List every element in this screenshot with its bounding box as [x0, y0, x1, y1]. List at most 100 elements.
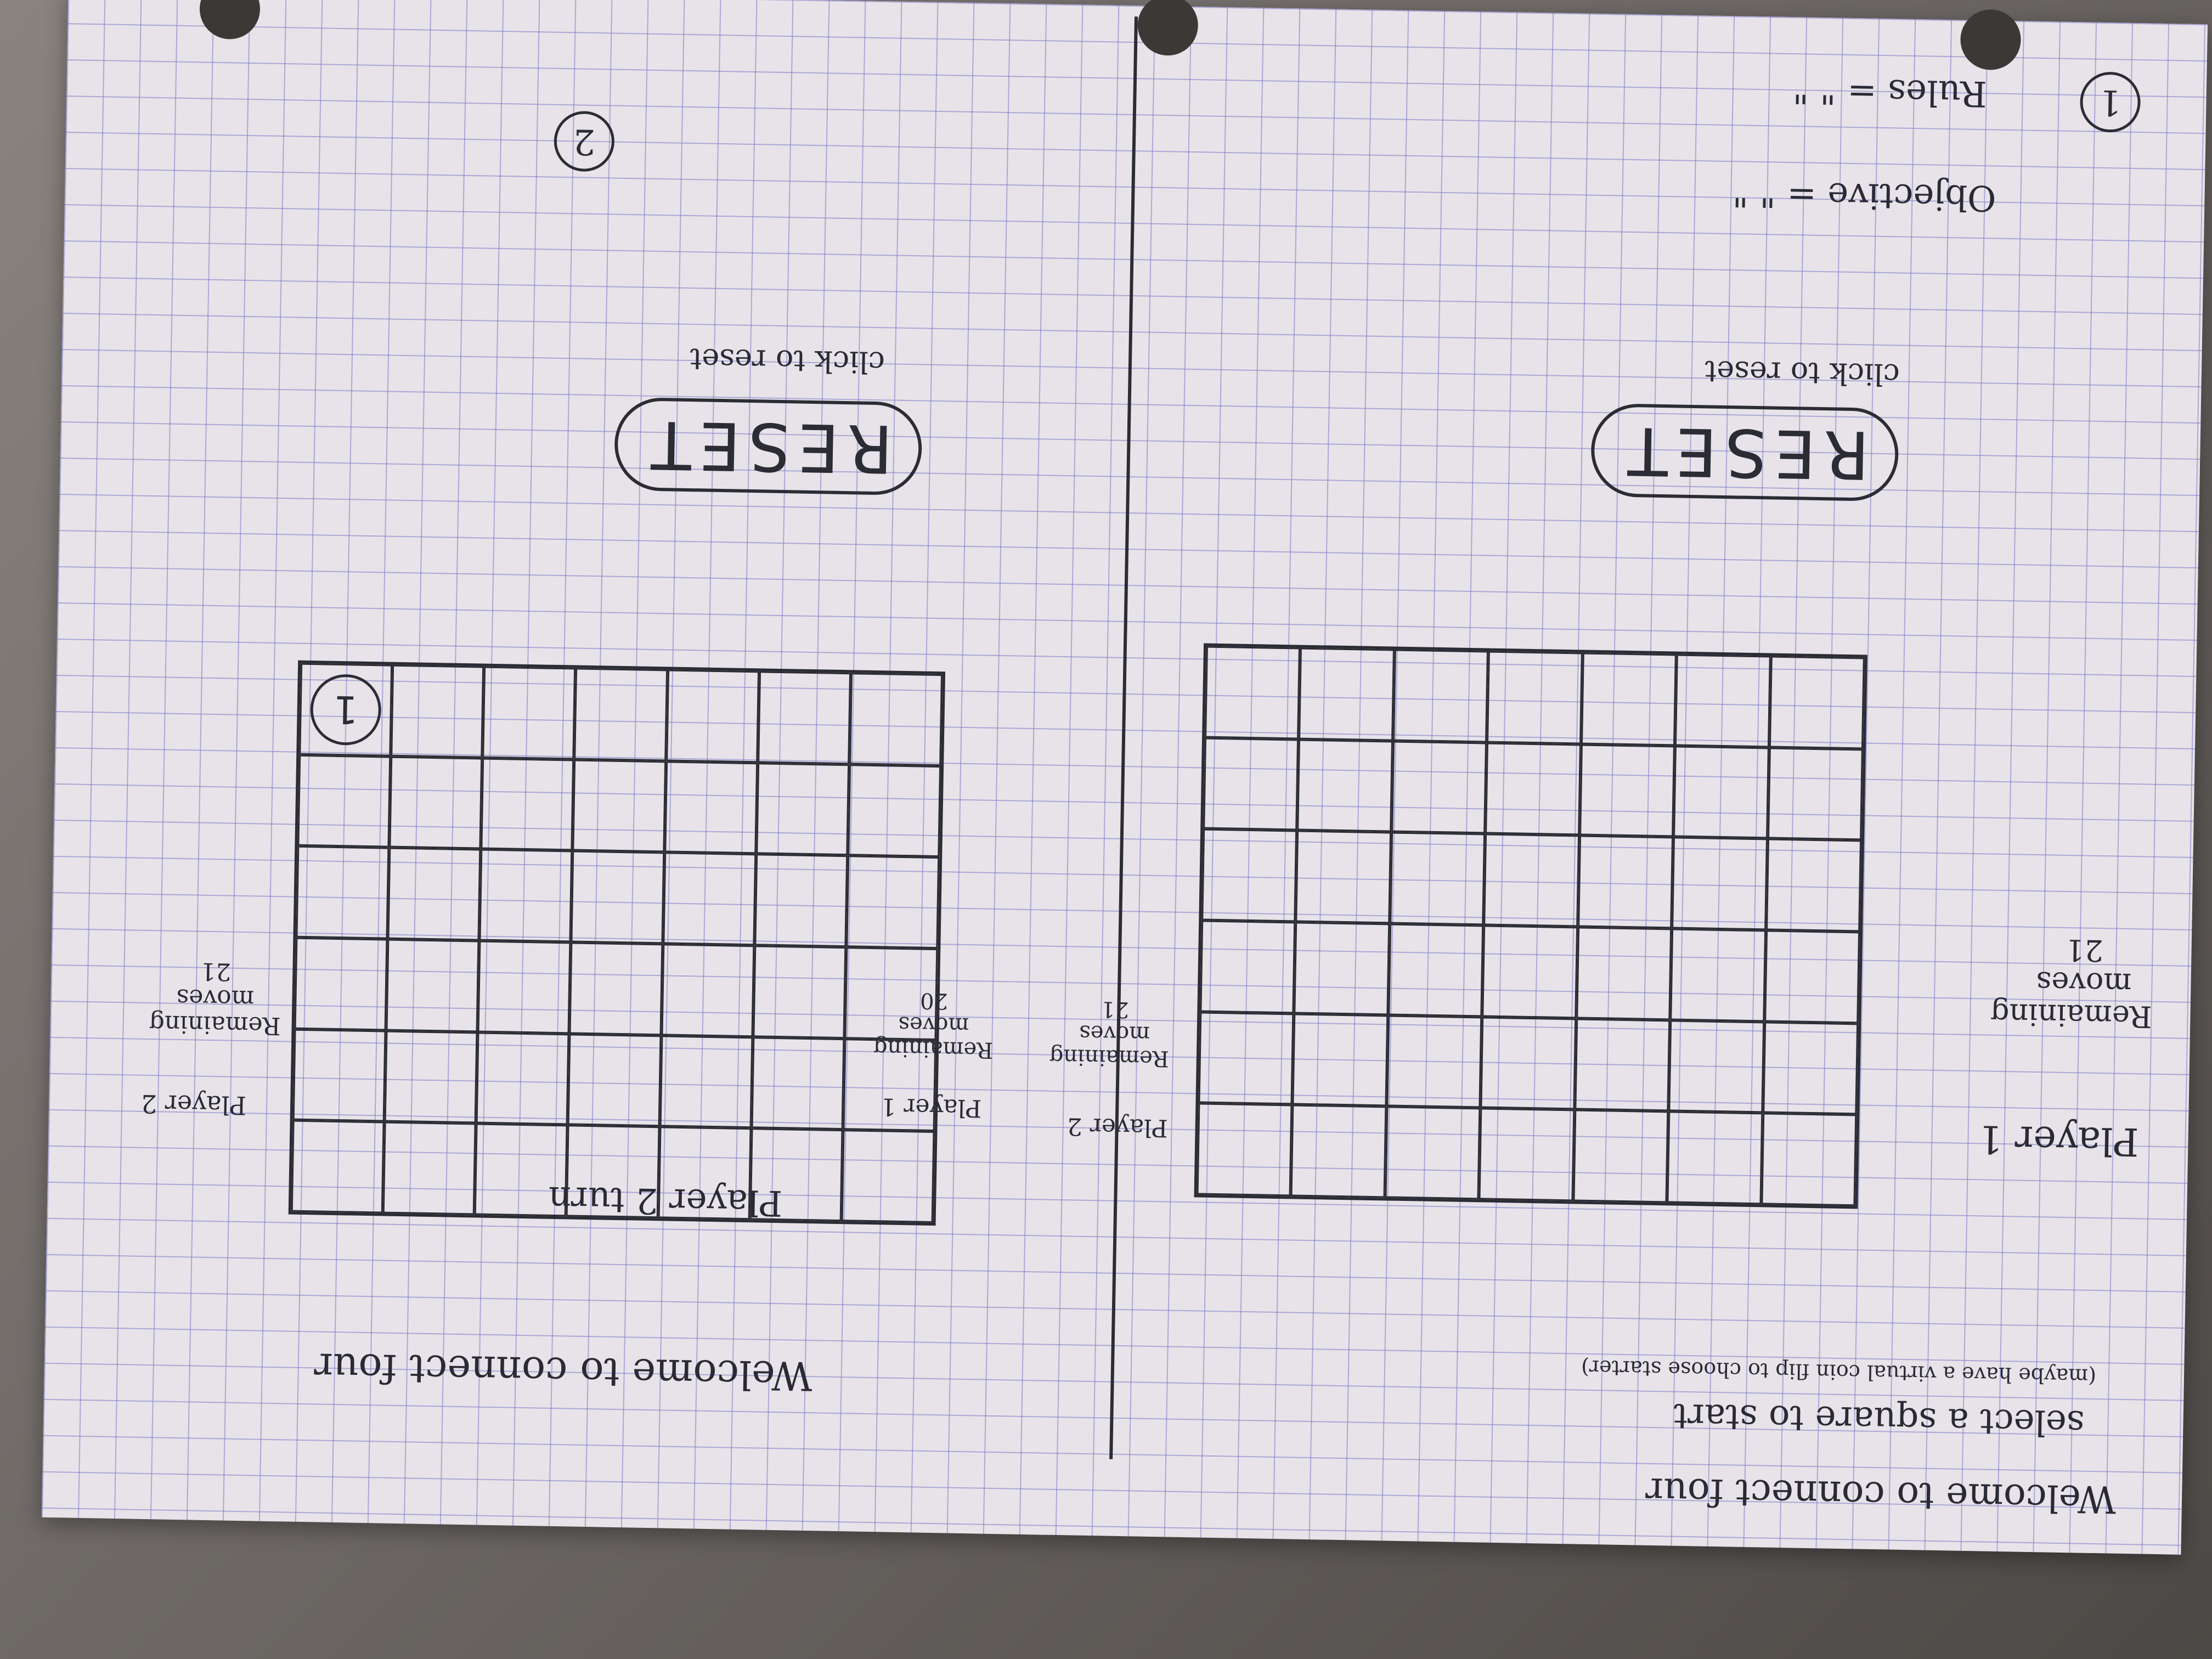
board-cell[interactable]: [1573, 1109, 1669, 1203]
board-cell[interactable]: [1390, 832, 1486, 926]
board-cell[interactable]: [391, 664, 484, 758]
board-cell[interactable]: [1479, 1108, 1575, 1201]
board-cell[interactable]: [566, 1125, 660, 1218]
board-cell[interactable]: [846, 855, 940, 949]
board-cell[interactable]: [476, 1032, 569, 1125]
board-cell[interactable]: [477, 940, 571, 1034]
board-cell[interactable]: [665, 669, 759, 763]
board-cell[interactable]: [1483, 833, 1579, 927]
board-cell[interactable]: [1385, 1106, 1481, 1200]
board-cell[interactable]: [843, 1038, 936, 1132]
board-cell[interactable]: [474, 1123, 568, 1217]
board-cell[interactable]: [382, 1121, 476, 1215]
reset-button[interactable]: RESET: [613, 397, 923, 496]
board-cell[interactable]: [292, 1029, 386, 1122]
board-cell[interactable]: [572, 759, 666, 853]
board-cell[interactable]: [571, 850, 664, 944]
board-cell[interactable]: [1581, 652, 1677, 746]
board-cell[interactable]: [661, 944, 755, 1037]
board-cell[interactable]: [664, 761, 758, 854]
page-divider-line: [1109, 16, 1138, 1459]
board-cell[interactable]: [1200, 920, 1296, 1014]
board-cell[interactable]: [1579, 744, 1675, 837]
board-cell[interactable]: [1294, 922, 1390, 1015]
board-cell[interactable]: [1392, 649, 1489, 743]
board-cell[interactable]: [749, 1128, 843, 1222]
board-cell[interactable]: [1205, 646, 1301, 740]
board-cell[interactable]: [1769, 656, 1865, 749]
board-cell[interactable]: [1198, 1012, 1294, 1105]
board-cell[interactable]: [1673, 746, 1769, 839]
board-cell[interactable]: [841, 1130, 935, 1223]
game-board-empty[interactable]: [1194, 643, 1867, 1209]
board-cell[interactable]: [387, 847, 481, 941]
board-cell[interactable]: [1762, 1022, 1859, 1115]
board-cell[interactable]: 1: [299, 663, 393, 757]
board-cell[interactable]: [1197, 1103, 1293, 1197]
board-cell[interactable]: [844, 947, 938, 1040]
coin-flip-note: (maybe have a virtual coin flip to choos…: [1581, 1355, 2097, 1389]
board-cell[interactable]: [1576, 927, 1672, 1020]
board-cell[interactable]: [757, 671, 851, 764]
board-cell[interactable]: [294, 937, 388, 1031]
board-cell[interactable]: [1292, 1013, 1389, 1107]
board-cell[interactable]: [569, 942, 663, 1035]
board-cell[interactable]: [755, 762, 849, 856]
board-cell[interactable]: [1767, 747, 1863, 840]
board-cell[interactable]: [1203, 737, 1299, 831]
board-cell[interactable]: [662, 852, 756, 946]
board-cell[interactable]: [482, 666, 576, 760]
board-cell[interactable]: [291, 1120, 385, 1214]
board-cell[interactable]: [1575, 1018, 1671, 1111]
board-cell[interactable]: [389, 756, 483, 849]
player2-remaining-moves: Remaining moves 21: [1049, 996, 1170, 1071]
board-cell[interactable]: [659, 1035, 753, 1128]
board-cell[interactable]: [1201, 828, 1297, 922]
board-cell[interactable]: [1672, 837, 1768, 930]
board-cell[interactable]: [1295, 830, 1391, 924]
board-cell[interactable]: [1765, 838, 1861, 932]
board-cell[interactable]: [1487, 651, 1583, 744]
board-cell[interactable]: [568, 1034, 662, 1127]
board-cell[interactable]: [753, 945, 847, 1039]
wireframe-screen-2: 2 Welcome to connect four Player 2 turn …: [42, 110, 2181, 1555]
step-number-badge: 2: [553, 110, 615, 172]
board-cell[interactable]: [1297, 739, 1393, 832]
board-cell[interactable]: [1577, 835, 1674, 929]
board-cell[interactable]: [1386, 1015, 1482, 1108]
board-cell[interactable]: [386, 939, 479, 1032]
board-cell[interactable]: [1667, 1111, 1763, 1205]
board-cell[interactable]: [297, 754, 391, 848]
board-cell[interactable]: [574, 668, 668, 761]
board-cell[interactable]: [1299, 647, 1395, 741]
wireframe-screen-1: 1 Welcome to connect four select a squar…: [42, 70, 2181, 1555]
player2-label: Player 2: [140, 1088, 247, 1121]
board-cell[interactable]: [1760, 1113, 1857, 1206]
board-cell[interactable]: [1290, 1104, 1387, 1198]
board-cell[interactable]: [1388, 923, 1484, 1017]
board-cell[interactable]: [296, 846, 390, 939]
board-cell[interactable]: [754, 854, 848, 947]
board-cell[interactable]: [1482, 925, 1578, 1019]
board-cell[interactable]: [849, 673, 943, 766]
board-cell[interactable]: [1485, 742, 1581, 836]
rules-text: Rules = " ": [1792, 70, 1988, 114]
welcome-heading: Welcome to connect four: [1645, 1469, 2117, 1521]
reset-button[interactable]: RESET: [1590, 403, 1899, 502]
reset-hint: click to reset: [689, 342, 885, 380]
board-cell[interactable]: [1764, 930, 1860, 1024]
board-cell[interactable]: [1668, 1020, 1764, 1113]
board-cell[interactable]: [1670, 928, 1766, 1022]
board-cell[interactable]: [479, 849, 573, 943]
board-cell[interactable]: [384, 1030, 478, 1124]
board-cell[interactable]: [1391, 741, 1487, 834]
board-cell[interactable]: [1675, 654, 1771, 748]
board-cell[interactable]: [1480, 1017, 1576, 1110]
board-cell[interactable]: [481, 758, 574, 851]
welcome-heading: Welcome to connect four: [313, 1344, 813, 1400]
game-board-in-progress[interactable]: 1: [288, 660, 946, 1226]
board-cell[interactable]: [848, 764, 941, 857]
board-cell[interactable]: [658, 1126, 752, 1220]
board-cell[interactable]: [751, 1036, 845, 1130]
